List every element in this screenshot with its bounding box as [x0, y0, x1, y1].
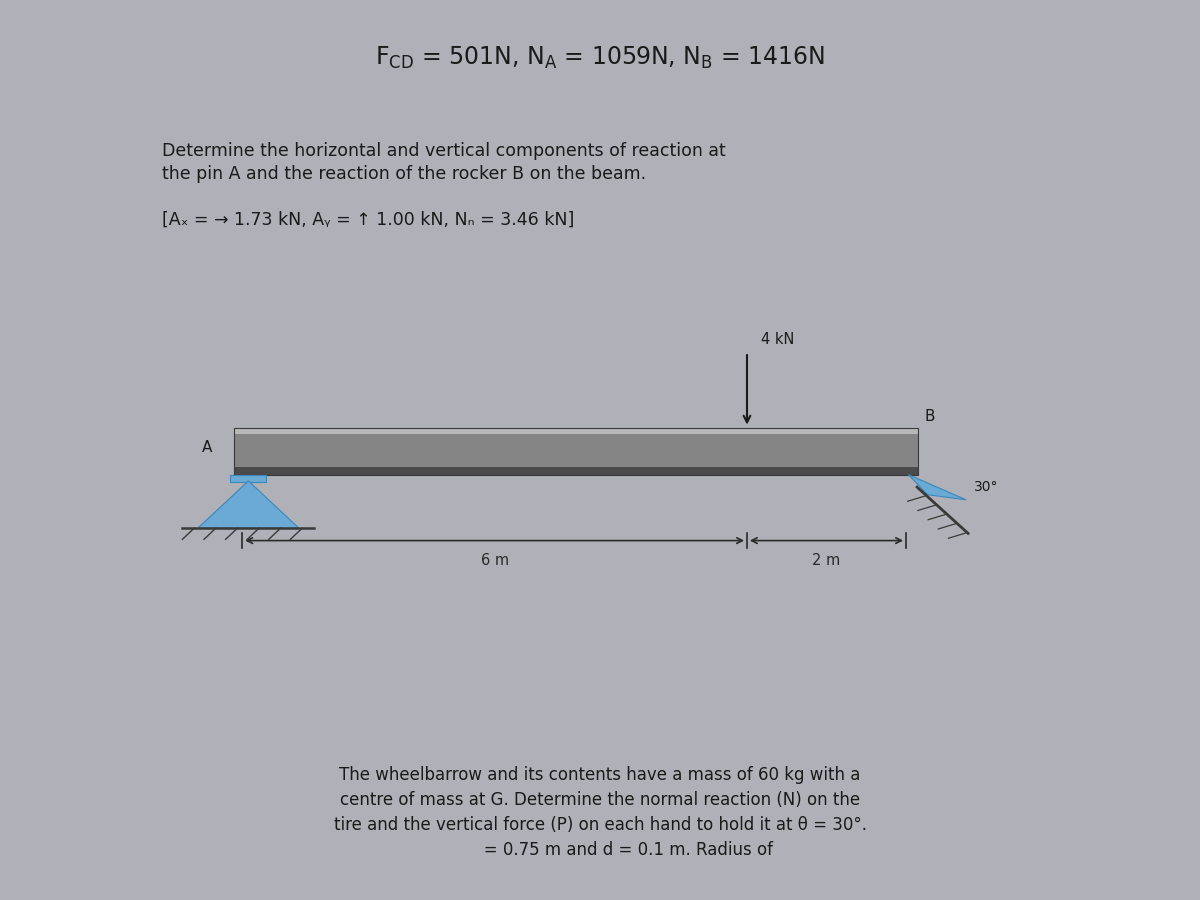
Text: B: B: [924, 410, 935, 425]
Text: F$_{\mathregular{CD}}$ = 501N, N$_{\mathregular{A}}$ = 1059N, N$_{\mathregular{B: F$_{\mathregular{CD}}$ = 501N, N$_{\math…: [374, 44, 826, 70]
Bar: [234, 433, 918, 467]
Text: [Aₓ = → 1.73 kN, Aᵧ = ↑ 1.00 kN, Nₙ = 3.46 kN]: [Aₓ = → 1.73 kN, Aᵧ = ↑ 1.00 kN, Nₙ = 3.…: [162, 211, 575, 229]
Polygon shape: [908, 474, 966, 500]
Text: Determine the horizontal and vertical components of reaction at
the pin A and th: Determine the horizontal and vertical co…: [162, 141, 726, 184]
Polygon shape: [198, 481, 299, 528]
Text: 4 kN: 4 kN: [762, 332, 794, 347]
Bar: [230, 474, 266, 482]
Text: 30°: 30°: [974, 481, 998, 494]
Bar: [234, 467, 918, 474]
Text: The wheelbarrow and its contents have a mass of 60 kg with a
centre of mass at G: The wheelbarrow and its contents have a …: [334, 766, 866, 860]
Bar: [234, 428, 918, 429]
Bar: [234, 428, 918, 474]
Bar: [234, 428, 918, 434]
Text: 6 m: 6 m: [481, 554, 509, 568]
Text: 2 m: 2 m: [812, 554, 841, 568]
Text: A: A: [202, 440, 212, 455]
